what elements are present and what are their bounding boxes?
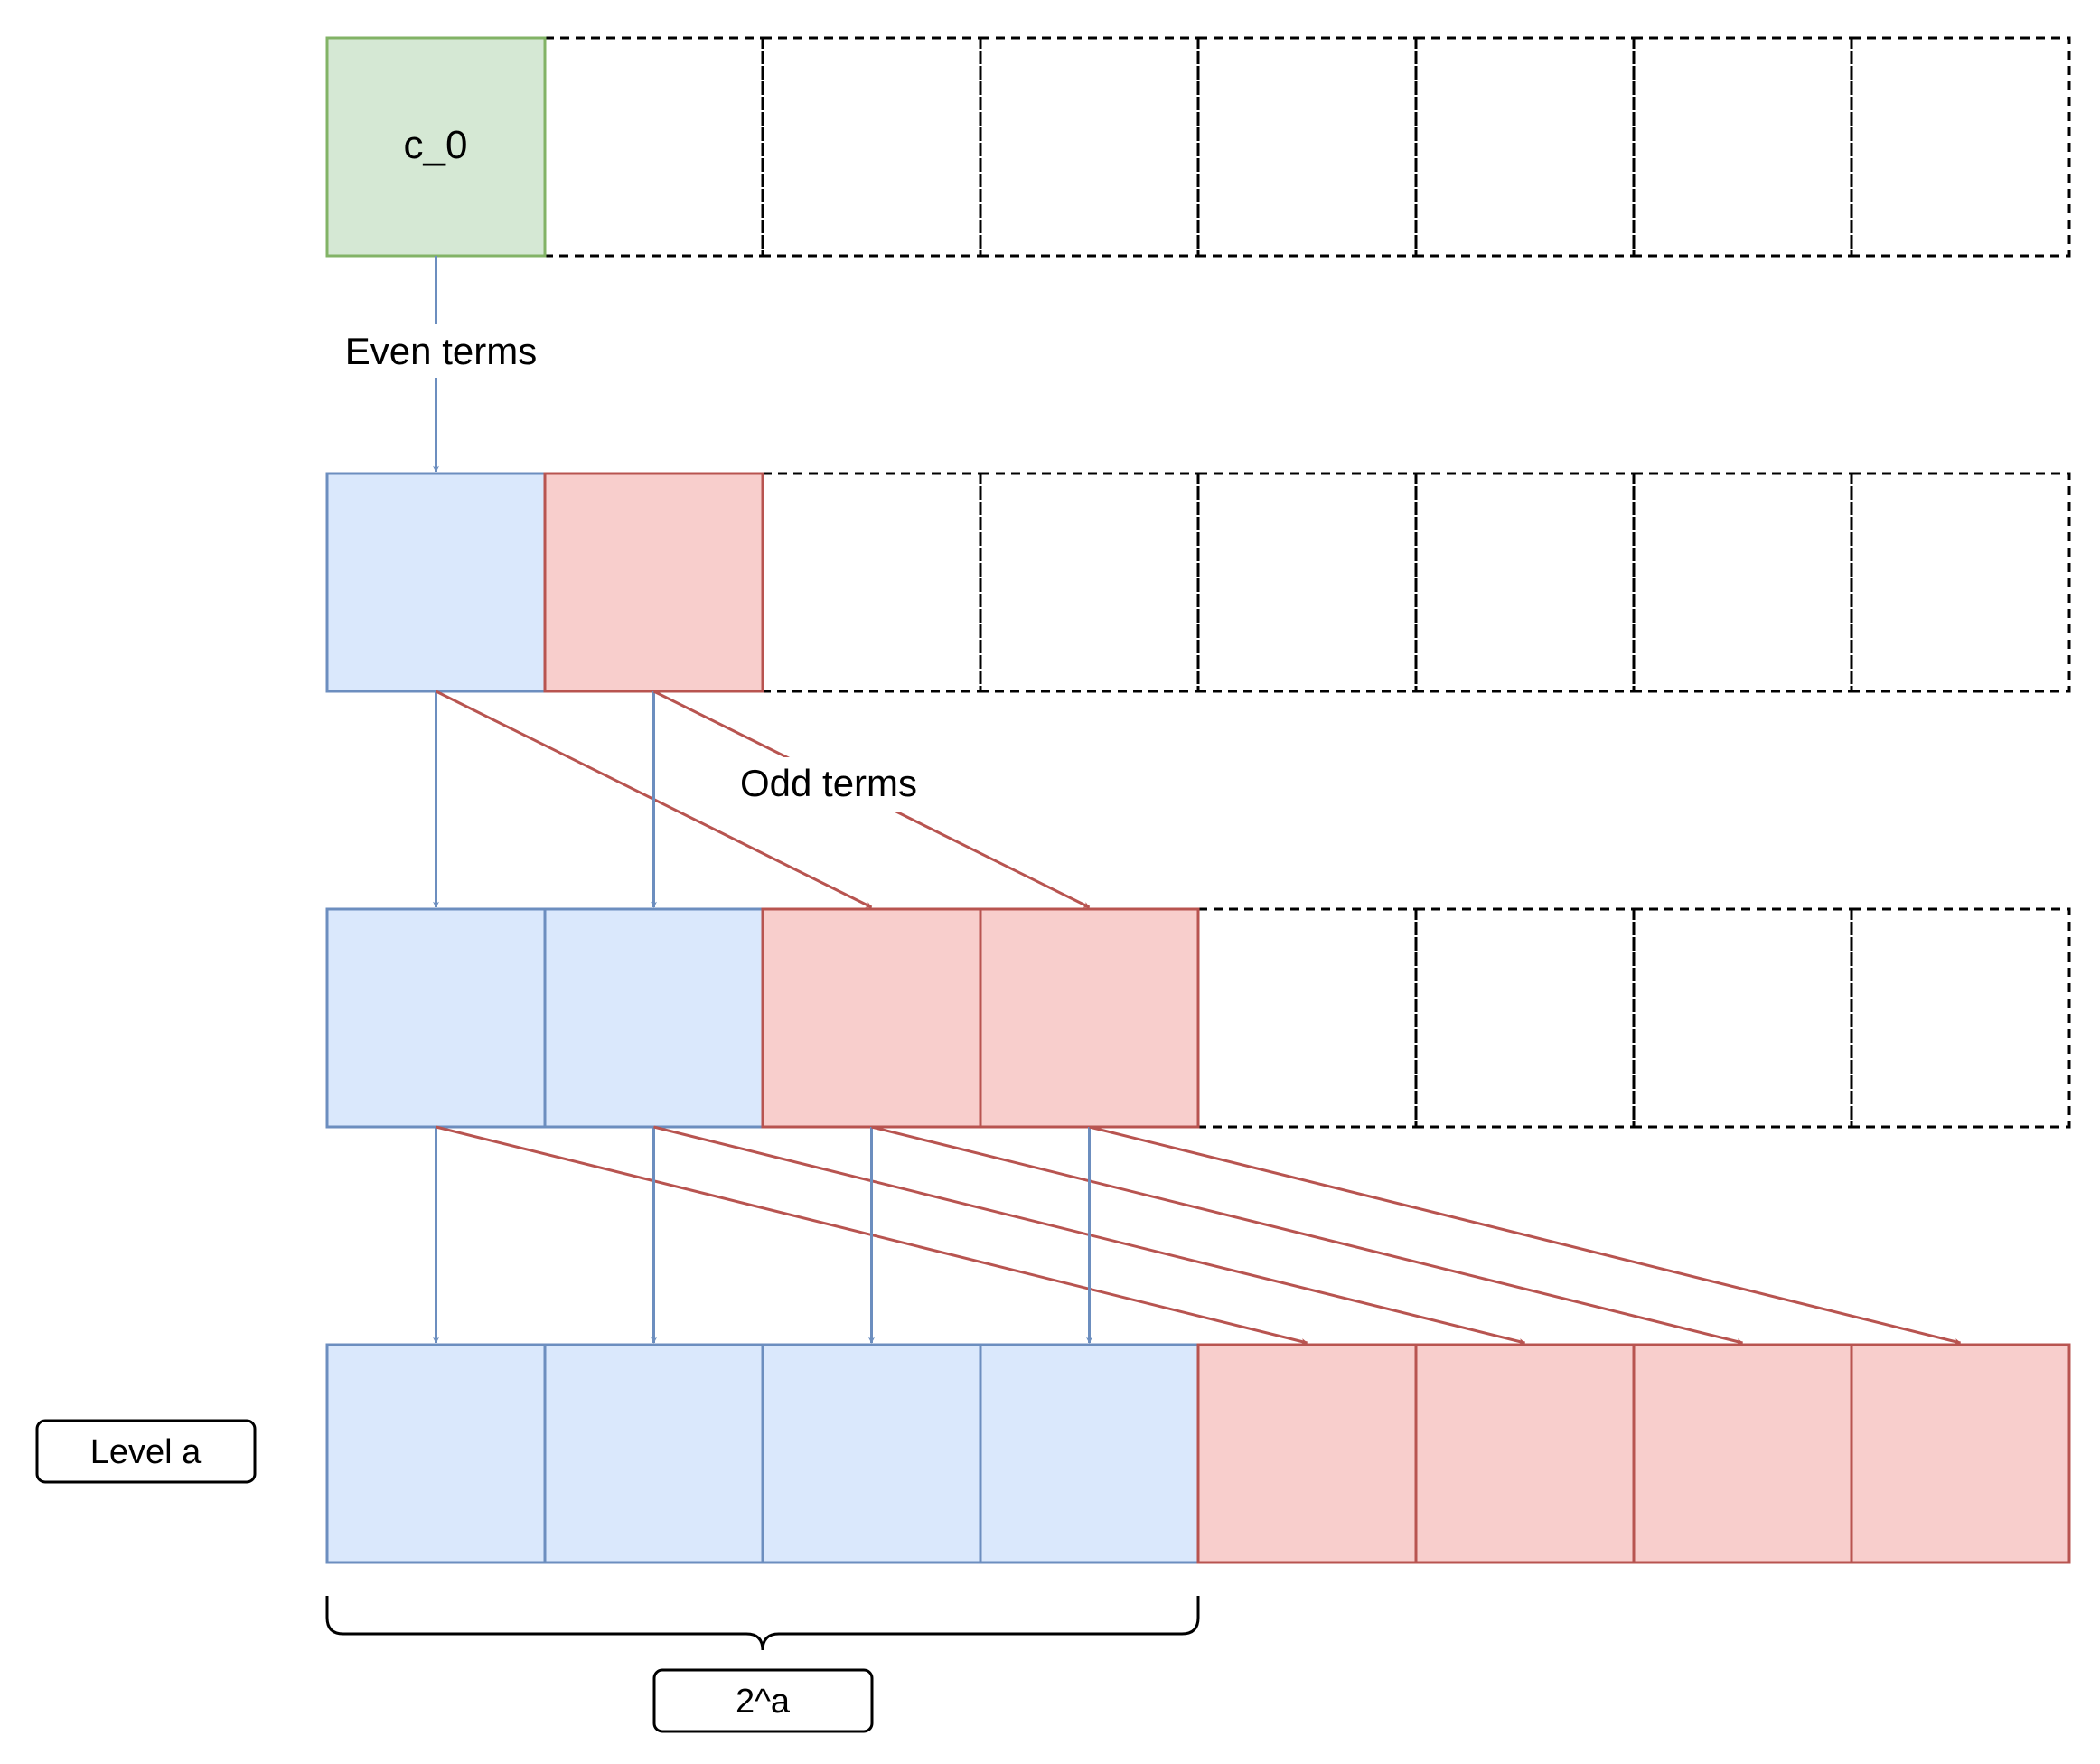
cell-empty-r2-c4 (1196, 907, 1418, 1129)
cell-green-r0-c0 (325, 36, 547, 258)
cell-blue-r2-c1 (543, 907, 764, 1129)
cell-empty-r1-c2 (761, 472, 982, 693)
brace (325, 1596, 1200, 1651)
cell-empty-r0-c3 (979, 36, 1200, 258)
brace-label: 2^a (736, 1683, 791, 1721)
cell-empty-r0-c7 (1850, 36, 2071, 258)
cell-empty-r1-c3 (979, 472, 1200, 693)
odd-terms-label: Odd terms (740, 762, 917, 804)
cell-empty-r0-c4 (1196, 36, 1418, 258)
cell-red-r3-c6 (1632, 1343, 1853, 1564)
cell-empty-r1-c4 (1196, 472, 1418, 693)
level-label-box (35, 1419, 257, 1484)
arrows-layer (433, 256, 1962, 1345)
cell-empty-r2-c5 (1414, 907, 1636, 1129)
cell-red-r1-c1 (543, 472, 764, 693)
odd-terms-label-bg (730, 757, 927, 812)
cell-empty-r2-c6 (1632, 907, 1853, 1129)
brace-label-box (652, 1668, 874, 1733)
cell-empty-r0-c6 (1632, 36, 1853, 258)
cell-red-r2-c2 (761, 907, 982, 1129)
cell-empty-r1-c7 (1850, 472, 2071, 693)
cell-blue-r1-c0 (325, 472, 547, 693)
cell-blue-r3-c0 (325, 1343, 547, 1564)
even-terms-label: Even terms (345, 330, 537, 372)
cell-empty-r1-c6 (1632, 472, 1853, 693)
cells-layer (325, 36, 2071, 1564)
cell-red-r3-c4 (1196, 1343, 1418, 1564)
cell-empty-r1-c5 (1414, 472, 1636, 693)
cell-blue-r3-c3 (979, 1343, 1200, 1564)
cell-empty-r0-c5 (1414, 36, 1636, 258)
cell-empty-r0-c1 (543, 36, 764, 258)
cell-red-r3-c5 (1414, 1343, 1636, 1564)
cell-empty-r2-c7 (1850, 907, 2071, 1129)
cell-blue-r2-c0 (325, 907, 547, 1129)
cell-red-r3-c7 (1850, 1343, 2071, 1564)
even-terms-label-bg (334, 324, 551, 378)
cell-empty-r0-c2 (761, 36, 982, 258)
cell-red-r2-c3 (979, 907, 1200, 1129)
arrow-odd-r2-c2 (871, 1125, 1744, 1345)
level-label: Level a (90, 1433, 202, 1471)
cell-label-c0: c_0 (404, 123, 468, 167)
cell-blue-r3-c1 (543, 1343, 764, 1564)
arrow-odd-r2-c3 (1089, 1125, 1962, 1345)
cell-blue-r3-c2 (761, 1343, 982, 1564)
